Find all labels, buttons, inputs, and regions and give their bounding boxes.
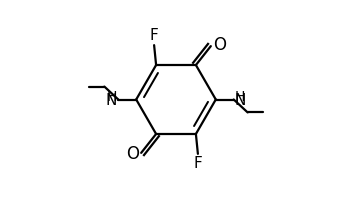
Text: O: O bbox=[126, 145, 139, 163]
Text: F: F bbox=[194, 156, 202, 171]
Text: F: F bbox=[150, 28, 158, 43]
Text: H: H bbox=[235, 90, 245, 104]
Text: O: O bbox=[213, 36, 226, 54]
Text: N: N bbox=[235, 93, 246, 108]
Text: H: H bbox=[107, 90, 117, 104]
Text: N: N bbox=[106, 93, 117, 108]
